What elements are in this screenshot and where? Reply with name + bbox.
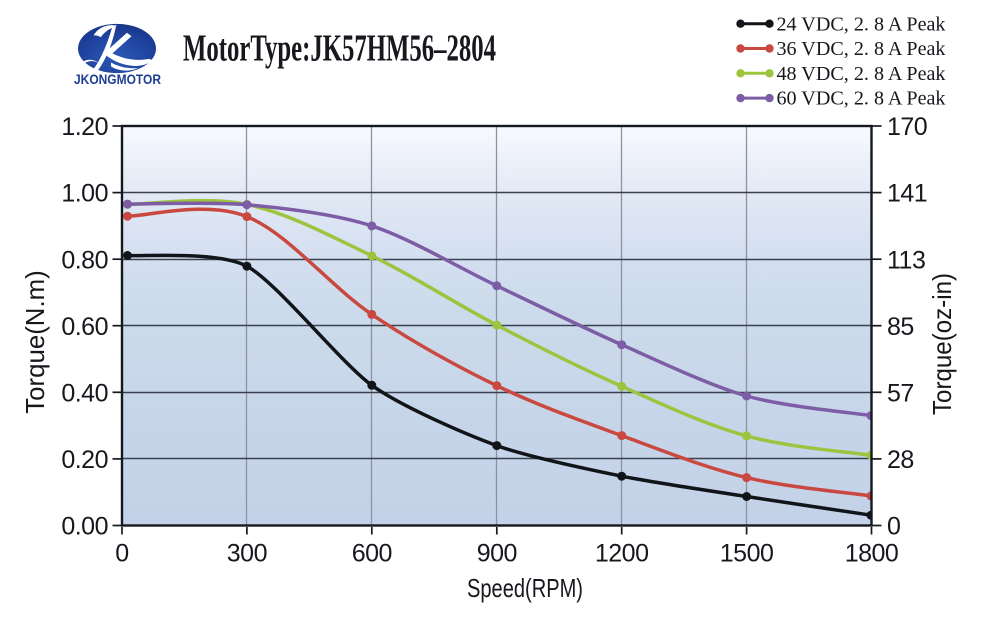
svg-text:0.20: 0.20 [61, 446, 108, 474]
svg-text:900: 900 [477, 540, 517, 568]
svg-text:24 VDC, 2. 8 A Peak: 24 VDC, 2. 8 A Peak [777, 13, 946, 35]
svg-text:60 VDC, 2. 8 A Peak: 60 VDC, 2. 8 A Peak [777, 88, 946, 110]
svg-text:0.00: 0.00 [61, 513, 108, 541]
svg-text:0: 0 [887, 513, 900, 541]
svg-text:Torque(N.m): Torque(N.m) [20, 270, 50, 414]
svg-text:48 VDC, 2. 8 A Peak: 48 VDC, 2. 8 A Peak [777, 63, 946, 85]
svg-text:1200: 1200 [595, 540, 649, 568]
svg-text:0.40: 0.40 [61, 379, 108, 407]
svg-text:141: 141 [887, 180, 927, 208]
svg-text:170: 170 [887, 113, 927, 141]
svg-text:1.20: 1.20 [61, 113, 108, 141]
svg-text:600: 600 [352, 540, 392, 568]
svg-text:1.00: 1.00 [61, 180, 108, 208]
svg-text:113: 113 [887, 246, 925, 274]
svg-text:0.60: 0.60 [61, 313, 108, 341]
svg-text:85: 85 [887, 313, 914, 341]
svg-text:300: 300 [227, 540, 267, 568]
svg-text:Torque(oz-in): Torque(oz-in) [927, 273, 957, 415]
svg-text:0: 0 [115, 540, 128, 568]
svg-text:36 VDC, 2. 8 A Peak: 36 VDC, 2. 8 A Peak [777, 38, 946, 60]
svg-text:JKONGMOTOR: JKONGMOTOR [74, 72, 161, 87]
svg-text:1800: 1800 [845, 540, 899, 568]
svg-text:MotorType:JK57HM56–2804: MotorType:JK57HM56–2804 [183, 28, 496, 70]
svg-text:57: 57 [887, 379, 914, 407]
svg-text:0.80: 0.80 [61, 246, 108, 274]
svg-text:1500: 1500 [720, 540, 774, 568]
svg-text:28: 28 [887, 446, 914, 474]
svg-text:Speed(RPM): Speed(RPM) [467, 573, 583, 603]
